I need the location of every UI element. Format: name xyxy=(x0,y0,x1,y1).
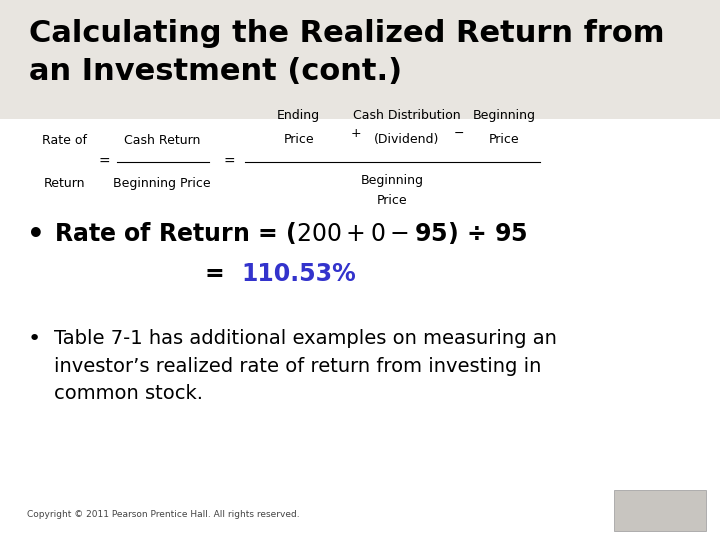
Text: =: = xyxy=(205,262,233,286)
Text: Cash Return: Cash Return xyxy=(124,134,200,147)
Text: 7-11: 7-11 xyxy=(643,503,678,518)
Text: =: = xyxy=(99,155,110,169)
FancyBboxPatch shape xyxy=(614,490,706,531)
Text: •: • xyxy=(27,329,40,349)
Text: −: − xyxy=(454,127,464,140)
Text: Return: Return xyxy=(44,177,86,190)
Text: +: + xyxy=(351,127,361,140)
Text: •: • xyxy=(27,221,45,249)
Text: Rate of: Rate of xyxy=(42,134,87,147)
Text: Copyright © 2011 Pearson Prentice Hall. All rights reserved.: Copyright © 2011 Pearson Prentice Hall. … xyxy=(27,510,300,518)
Text: Beginning: Beginning xyxy=(361,174,424,187)
Text: Beginning Price: Beginning Price xyxy=(113,177,211,190)
Text: =: = xyxy=(223,155,235,169)
Text: 110.53%: 110.53% xyxy=(241,262,356,286)
Text: Ending: Ending xyxy=(277,109,320,122)
Text: an Investment (cont.): an Investment (cont.) xyxy=(29,57,402,86)
Text: Beginning: Beginning xyxy=(472,109,536,122)
Text: Price: Price xyxy=(377,194,408,207)
Bar xyxy=(0,0,720,119)
Text: Price: Price xyxy=(284,133,314,146)
Text: Calculating the Realized Return from: Calculating the Realized Return from xyxy=(29,19,665,48)
Text: Cash Distribution: Cash Distribution xyxy=(353,109,461,122)
Text: Table 7-1 has additional examples on measuring an
investor’s realized rate of re: Table 7-1 has additional examples on mea… xyxy=(54,329,557,403)
Text: Rate of Return = ($200 + 0 - $95) ÷ 95: Rate of Return = ($200 + 0 - $95) ÷ 95 xyxy=(54,220,528,246)
Text: Price: Price xyxy=(489,133,519,146)
Text: (Dividend): (Dividend) xyxy=(374,133,439,146)
